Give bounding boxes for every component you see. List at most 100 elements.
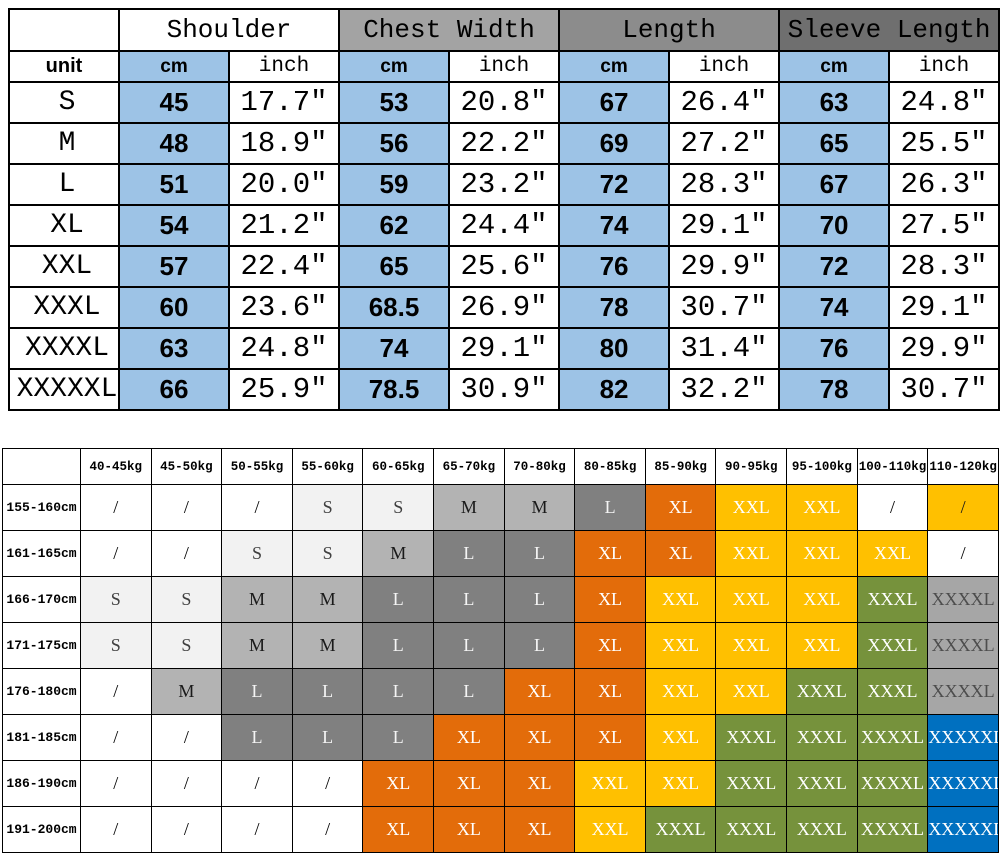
weight-header-cell: 45-50kg: [150, 448, 223, 485]
inch-value-cell: 26.3": [888, 163, 1000, 206]
fit-size-cell: /: [80, 714, 152, 761]
fit-row: 176-180cm / M L L L L XL XL XXL XXL XXXL XXXL XXXXL: [2, 668, 999, 715]
fit-size-cell: L: [291, 668, 364, 715]
fit-size-cell: XL: [503, 806, 576, 853]
fit-size-cell: /: [80, 760, 152, 807]
inch-value-cell: 24.8": [227, 327, 341, 370]
weight-headers-row: 40-45kg 45-50kg 50-55kg 55-60kg 60-65kg 65-70…: [2, 448, 999, 485]
fit-size-cell: M: [221, 576, 293, 623]
fit-size-cell: XXXXL: [927, 668, 999, 715]
fit-size-cell: XXXL: [715, 760, 788, 807]
size-row: XL 54 21.2" 62 24.4" 74 29.1" 70 27.5": [8, 204, 1000, 247]
fit-size-cell: /: [150, 760, 223, 807]
inch-value-cell: 30.9": [448, 368, 561, 411]
cm-value-cell: 65: [778, 122, 891, 165]
fit-size-cell: /: [150, 806, 223, 853]
fit-size-cell: XXXL: [856, 668, 929, 715]
fit-size-cell: XXL: [644, 668, 717, 715]
fit-size-cell: /: [221, 760, 293, 807]
fit-size-cell: XL: [574, 530, 646, 577]
fit-size-cell: L: [433, 530, 505, 577]
inch-value-cell: 28.3": [888, 245, 1000, 288]
inch-value-cell: 23.2": [448, 163, 561, 206]
size-row: XXXL 60 23.6" 68.5 26.9" 78 30.7" 74 29.1": [8, 286, 1000, 329]
inch-value-cell: 24.4": [448, 204, 561, 247]
height-label-cell: 155-160cm: [2, 484, 81, 531]
height-label-cell: 186-190cm: [2, 760, 81, 807]
fit-corner-cell: [2, 448, 81, 485]
cm-unit-header: cm: [118, 50, 230, 83]
fit-size-cell: XXXL: [786, 668, 858, 715]
fit-size-cell: S: [362, 484, 435, 531]
inch-value-cell: 24.8": [888, 81, 1000, 124]
inch-value-cell: 30.7": [668, 286, 781, 329]
inch-value-cell: 18.9": [227, 122, 341, 165]
fit-table-header: 40-45kg 45-50kg 50-55kg 55-60kg 60-65kg 65-70…: [2, 448, 999, 485]
fit-size-cell: /: [150, 484, 223, 531]
weight-header-cell: 60-65kg: [362, 448, 435, 485]
fit-size-cell: XXXXL: [856, 760, 929, 807]
cm-value-cell: 63: [778, 81, 891, 124]
inch-value-cell: 25.9": [227, 368, 341, 411]
fit-size-cell: M: [221, 622, 293, 669]
fit-size-cell: /: [80, 530, 152, 577]
fit-size-cell: XL: [503, 714, 576, 761]
fit-size-cell: /: [221, 806, 293, 853]
inch-value-cell: 27.2": [668, 122, 781, 165]
cm-value-cell: 70: [778, 204, 891, 247]
size-table-body: S 45 17.7" 53 20.8" 67 26.4" 63 24.8" M 48 18.9" 56 2…: [8, 81, 1000, 411]
fit-size-cell: M: [503, 484, 576, 531]
inch-value-cell: 32.2": [668, 368, 781, 411]
fit-size-cell: L: [503, 530, 576, 577]
fit-size-cell: XL: [644, 530, 717, 577]
fit-row: 171-175cm S S M M L L L XL XXL XXL XXL XXXL XXXXL: [2, 622, 999, 669]
fit-size-cell: L: [503, 622, 576, 669]
cm-value-cell: 80: [558, 327, 671, 370]
fit-size-cell: S: [221, 530, 293, 577]
height-label-cell: 191-200cm: [2, 806, 81, 853]
inch-value-cell: 30.7": [888, 368, 1000, 411]
fit-size-cell: XL: [574, 668, 646, 715]
inch-unit-header: inch: [888, 50, 1000, 83]
fit-size-cell: XXL: [786, 530, 858, 577]
fit-size-cell: XXL: [574, 760, 646, 807]
size-row: S 45 17.7" 53 20.8" 67 26.4" 63 24.8": [8, 81, 1000, 124]
inch-value-cell: 20.0": [227, 163, 341, 206]
fit-size-cell: XXL: [786, 622, 858, 669]
weight-header-cell: 95-100kg: [786, 448, 858, 485]
fit-size-cell: M: [362, 530, 435, 577]
fit-size-cell: XXL: [644, 576, 717, 623]
fit-size-cell: L: [433, 668, 505, 715]
fit-size-cell: /: [927, 530, 999, 577]
fit-size-cell: /: [80, 806, 152, 853]
fit-size-cell: /: [927, 484, 999, 531]
fit-size-cell: /: [80, 668, 152, 715]
cm-value-cell: 69: [558, 122, 671, 165]
fit-size-cell: XL: [362, 760, 435, 807]
cm-unit-header: cm: [338, 50, 451, 83]
weight-header-cell: 65-70kg: [433, 448, 505, 485]
fit-size-cell: XL: [574, 714, 646, 761]
fit-size-cell: XXXXXL: [927, 714, 999, 761]
fit-size-cell: M: [291, 576, 364, 623]
weight-header-cell: 40-45kg: [80, 448, 152, 485]
fit-size-cell: XXL: [715, 668, 788, 715]
weight-header-cell: 80-85kg: [574, 448, 646, 485]
fit-size-cell: S: [291, 530, 364, 577]
unit-label-cell: unit: [8, 50, 120, 83]
fit-size-cell: XXXL: [786, 760, 858, 807]
weight-header-cell: 50-55kg: [221, 448, 293, 485]
inch-value-cell: 26.4": [668, 81, 781, 124]
size-row: M 48 18.9" 56 22.2" 69 27.2" 65 25.5": [8, 122, 1000, 165]
inch-value-cell: 31.4": [668, 327, 781, 370]
corner-cell: [8, 8, 120, 52]
fit-size-cell: XXXL: [786, 806, 858, 853]
inch-value-cell: 22.4": [227, 245, 341, 288]
inch-value-cell: 27.5": [888, 204, 1000, 247]
fit-size-cell: L: [291, 714, 364, 761]
inch-value-cell: 17.7": [227, 81, 341, 124]
fit-size-cell: M: [150, 668, 223, 715]
fit-size-cell: XXL: [786, 484, 858, 531]
size-row: XXL 57 22.4" 65 25.6" 76 29.9" 72 28.3": [8, 245, 1000, 288]
fit-size-cell: S: [150, 622, 223, 669]
